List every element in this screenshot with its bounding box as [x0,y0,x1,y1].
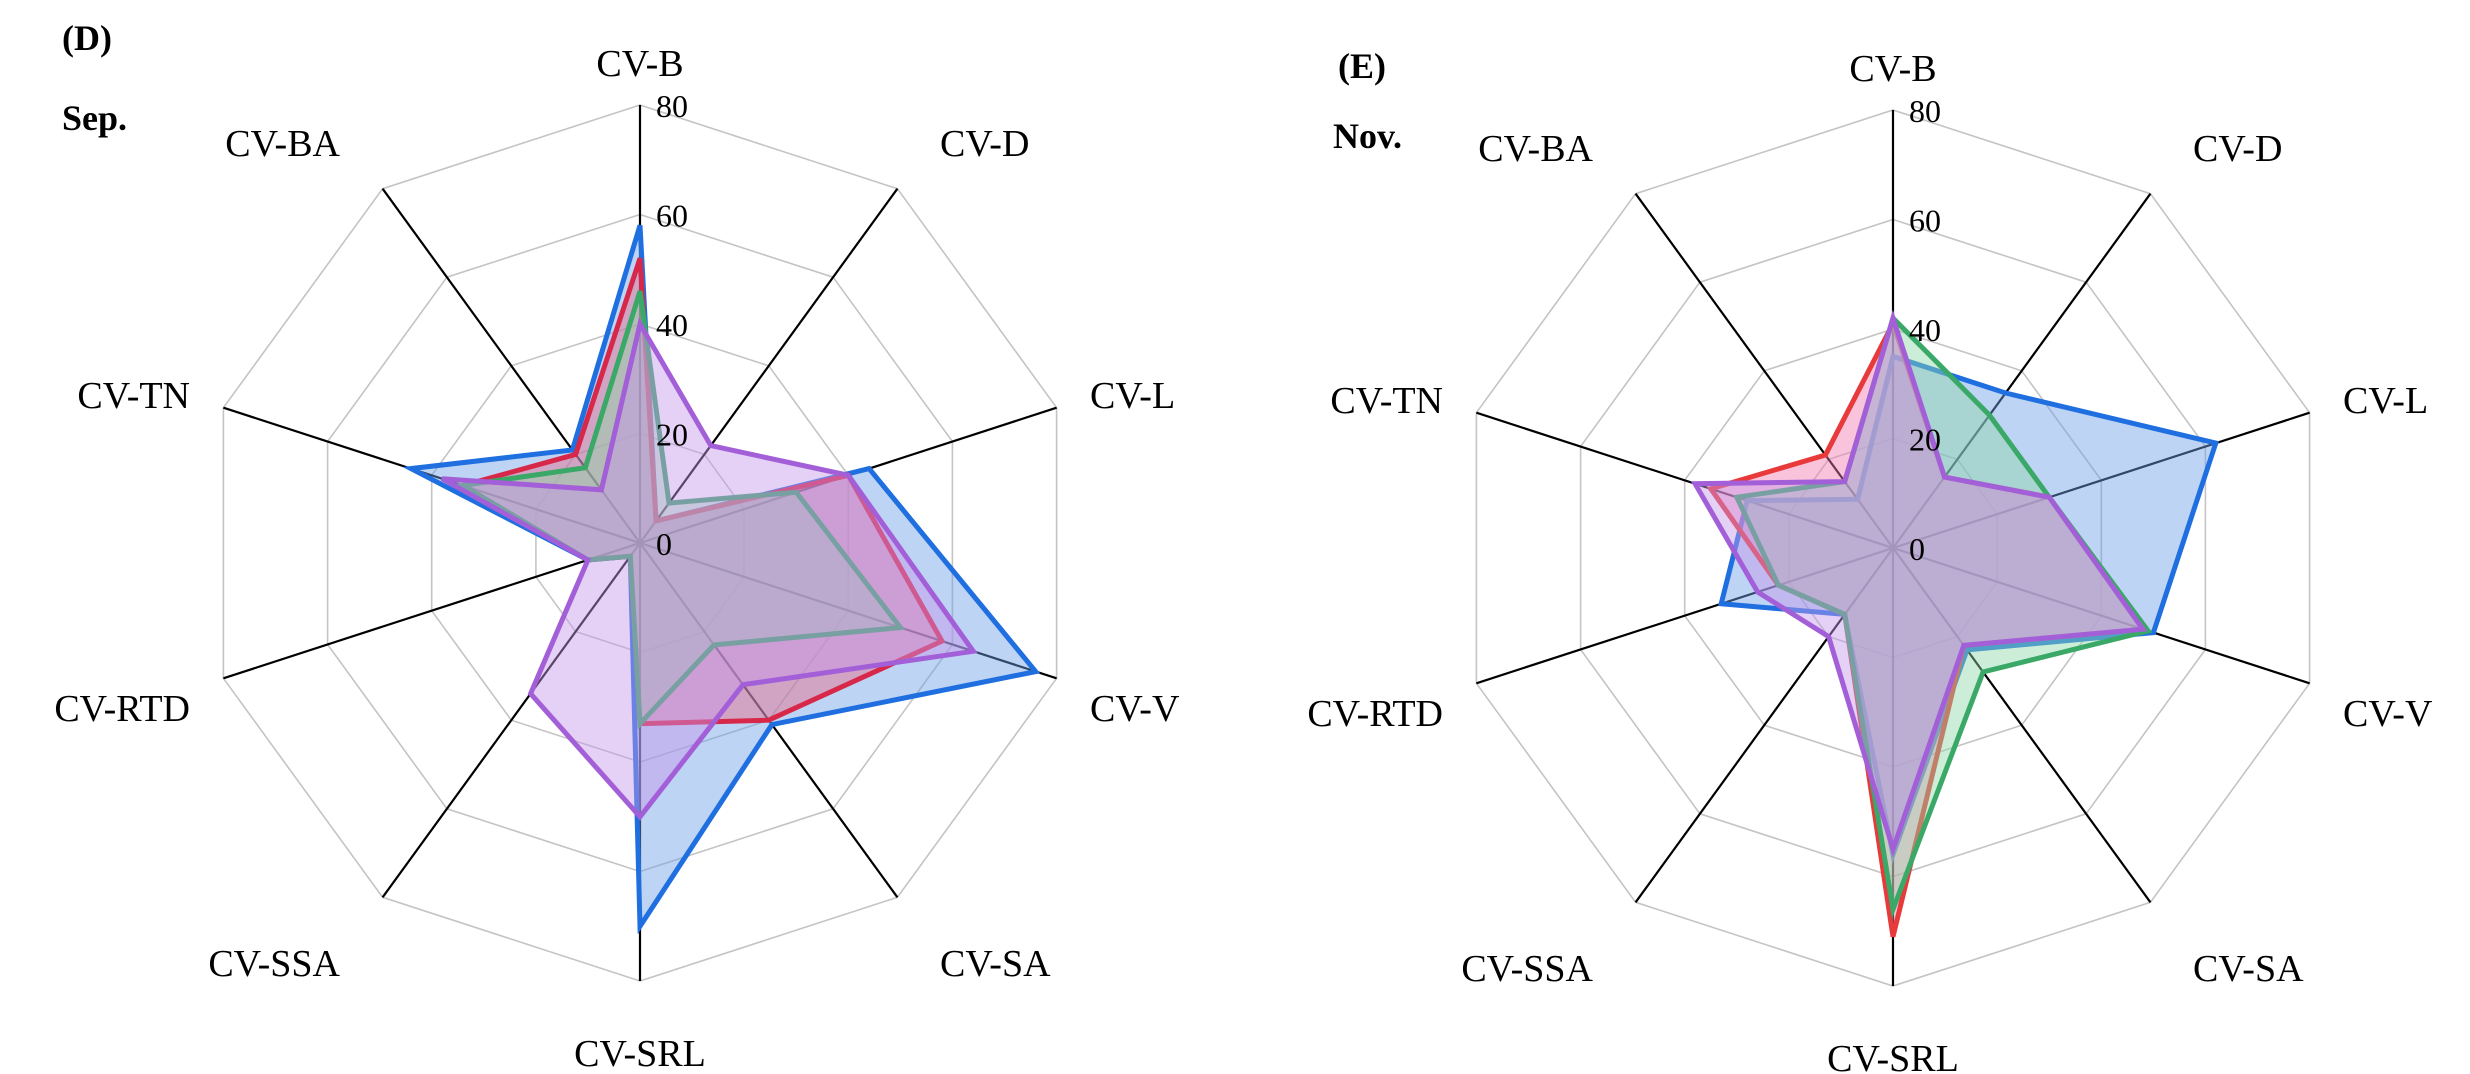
axis-label-cv-sa: CV-SA [940,943,1051,985]
tick-label-20: 20 [1909,422,1941,458]
tick-label-60: 60 [1909,203,1941,239]
series-green-polygon [1733,313,2153,919]
axis-label-cv-rtd: CV-RTD [1307,693,1443,735]
spoke-cv-rtd [1476,546,1894,685]
tick-label-0: 0 [1909,531,1925,567]
axis-label-cv-ssa: CV-SSA [208,943,340,985]
series-purple-polygon [1690,309,2148,858]
axis-label-cv-tn: CV-TN [77,375,190,417]
spoke-cv-rtd [223,541,641,680]
spoke-cv-ssa [1634,547,1894,903]
spoke-cv-l [1892,411,2310,550]
axis-label-cv-tn: CV-TN [1330,380,1443,422]
series-purple-polygon [440,317,978,821]
tick-label-40: 40 [656,307,688,343]
axis-label-cv-v: CV-V [2343,693,2433,735]
spoke-cv-ba [1634,193,1894,549]
axis-label-cv-b: CV-B [596,43,683,85]
spoke-cv-d [1892,193,2152,549]
spoke-cv-tn [1476,411,1894,550]
tick-label-80: 80 [656,88,688,124]
axis-label-cv-rtd: CV-RTD [54,688,190,730]
spoke-cv-sa [1892,547,2152,903]
axis-label-cv-v: CV-V [1090,688,1180,730]
axis-label-cv-srl: CV-SRL [574,1033,706,1074]
spoke-cv-v [639,541,1057,680]
tick-label-0: 0 [656,526,672,562]
spoke-cv-d [639,188,899,544]
spoke-cv-v [1892,546,2310,685]
axis-label-cv-sa: CV-SA [2193,948,2304,990]
tick-label-80: 80 [1909,93,1941,129]
spoke-cv-ba [381,188,641,544]
axis-label-cv-d: CV-D [940,123,1029,165]
panel-label: (D) [62,18,112,58]
axis-label-cv-b: CV-B [1849,48,1936,90]
tick-label-60: 60 [656,198,688,234]
tick-label-20: 20 [656,417,688,453]
axis-label-cv-ba: CV-BA [1478,128,1593,170]
axis-label-cv-l: CV-L [2343,380,2428,422]
tick-label-40: 40 [1909,312,1941,348]
axis-label-cv-l: CV-L [1090,375,1175,417]
axis-label-cv-srl: CV-SRL [1827,1038,1959,1074]
panel-subtitle: Sep. [62,98,127,138]
panel-label: (E) [1338,46,1386,86]
axis-label-cv-d: CV-D [2193,128,2282,170]
panel-subtitle: Nov. [1333,116,1402,156]
axis-label-cv-ba: CV-BA [225,123,340,165]
series-green-polygon [455,290,906,730]
spoke-cv-ssa [381,542,641,898]
axis-label-cv-ssa: CV-SSA [1461,948,1593,990]
spoke-cv-tn [223,406,641,545]
